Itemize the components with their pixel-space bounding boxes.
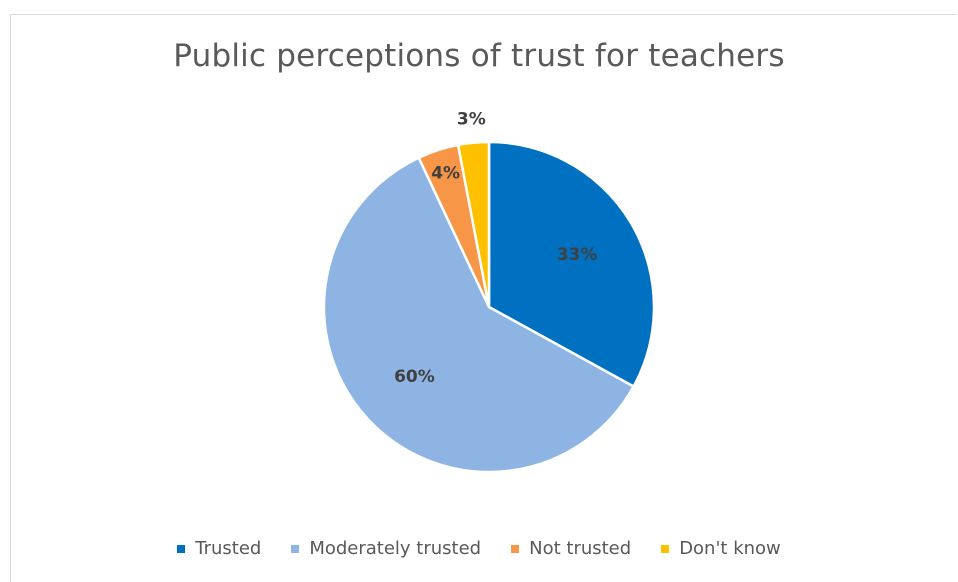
pie-slice-trusted [487,140,656,388]
pie-slice-dont-know [456,140,491,309]
pie-slices [322,140,656,474]
legend-item-moderately-trusted: Moderately trusted [291,538,481,559]
legend-swatch-moderately-trusted [291,544,300,553]
legend-label-moderately-trusted: Moderately trusted [309,538,482,559]
data-label-moderately-trusted: 60% [394,367,435,387]
data-label-not-trusted: 4% [431,164,460,184]
legend-swatch-trusted [177,544,186,553]
legend-item-not-trusted: Not trusted [511,538,631,559]
legend-item-trusted: Trusted [177,538,261,559]
legend-label-trusted: Trusted [195,538,262,559]
legend-label-dont-know: Don't know [679,538,781,559]
legend-swatch-not-trusted [511,544,520,553]
pie-slice-moderately-trusted [322,156,635,474]
legend-swatch-dont-know [661,544,670,553]
data-label-dont-know: 3% [457,110,486,130]
data-label-trusted: 33% [557,245,598,265]
chart-legend: Trusted Moderately trusted Not trusted D… [0,538,958,559]
legend-label-not-trusted: Not trusted [529,538,632,559]
chart-title: Public perceptions of trust for teachers [173,38,785,74]
pie-data-labels: 33% 60% 4% 3% [394,110,597,387]
legend-item-dont-know: Don't know [661,538,781,559]
